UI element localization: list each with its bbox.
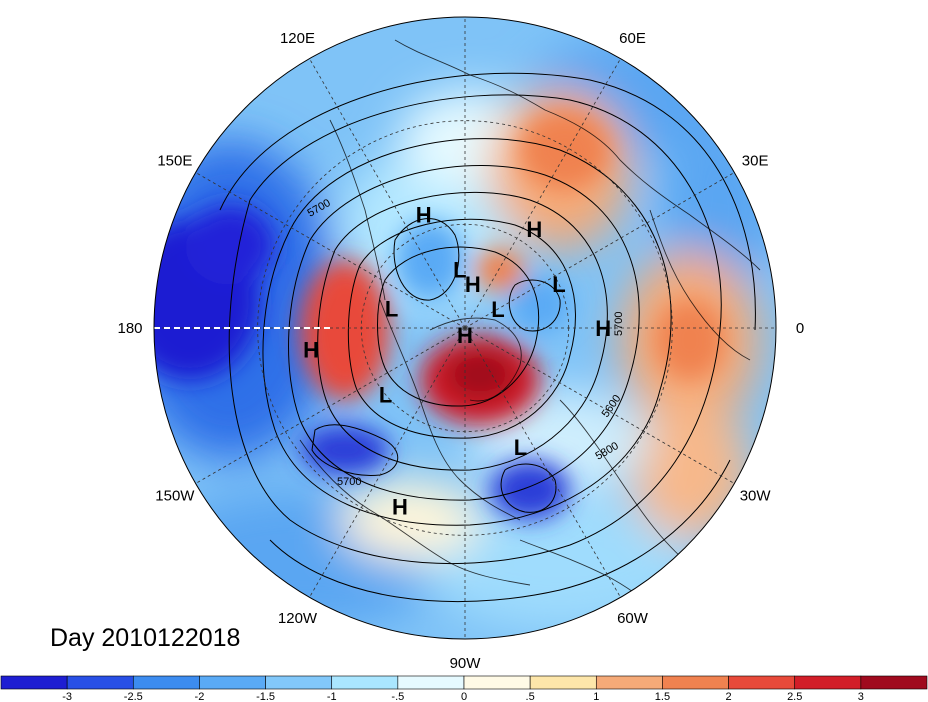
colorbar-swatch (0, 675, 68, 690)
colorbar-tick-label: 0 (461, 691, 467, 702)
high-pressure-label: H (465, 272, 481, 297)
contour-label: 5700 (337, 476, 361, 488)
colorbar-swatch (662, 675, 729, 690)
latitude-circle (360, 223, 570, 433)
low-pressure-label: L (385, 296, 398, 321)
colorbar-swatch (595, 675, 663, 690)
longitude-labels: 90E 60E 30E 0 30W 60W 90W 120W 150W 180 150E 120E (117, 0, 804, 672)
high-pressure-label: H (595, 316, 611, 341)
colorbar-swatch (265, 675, 333, 690)
colorbar-tick-label: -1.5 (256, 691, 275, 702)
anomaly-field (154, 17, 776, 639)
longitude-label: 60W (617, 610, 649, 627)
low-pressure-label: L (514, 435, 527, 460)
colorbar-tick-label: -2 (195, 691, 205, 702)
colorbar (0, 675, 928, 690)
meridian-line (309, 327, 466, 598)
colorbar-swatch (66, 675, 134, 690)
colorbar-tick-label: 1 (593, 691, 599, 702)
colorbar-swatch (331, 675, 399, 690)
longitude-label: 180 (117, 320, 142, 337)
colorbar-tick-labels: -3 -2.5 -2 -1.5 -1 -.5 0 .5 1 1.5 2 2.5 3 (62, 691, 864, 702)
colorbar-tick-label: 2 (726, 691, 732, 702)
colorbar-swatch (728, 675, 796, 690)
colorbar-tick-label: -1 (327, 691, 337, 702)
longitude-label: 120W (278, 610, 318, 627)
colorbar-swatch (463, 675, 531, 690)
meridian-line (464, 327, 735, 484)
latitude-circle (257, 120, 673, 536)
colorbar-swatch (397, 675, 465, 690)
longitude-label: 0 (796, 320, 804, 337)
contour-label: 5700 (613, 312, 625, 336)
low-pressure-label: L (453, 257, 466, 282)
high-pressure-label: H (526, 217, 542, 242)
longitude-label: 120E (280, 30, 315, 47)
colorbar-tick-label: .5 (526, 691, 535, 702)
longitude-label: 90E (452, 0, 479, 2)
colorbar-swatch (199, 675, 266, 690)
meridian-line (195, 172, 466, 329)
meridian-line (464, 327, 621, 598)
high-pressure-label: H (303, 338, 319, 363)
meridian-line (195, 327, 466, 484)
colorbar-tick-label: 1.5 (655, 691, 670, 702)
meridian-line (309, 58, 466, 329)
longitude-label: 30W (740, 488, 772, 505)
colorbar-tick-label: -2.5 (124, 691, 143, 702)
longitude-label: 30E (742, 153, 769, 170)
colorbar-swatch (794, 675, 862, 690)
colorbar-swatch (132, 675, 200, 690)
low-pressure-label: L (491, 297, 504, 322)
colorbar-swatch (860, 675, 928, 690)
longitude-label: 60E (619, 30, 646, 47)
high-pressure-label: H (392, 495, 408, 520)
colorbar-swatch (529, 675, 597, 690)
meridian-line (464, 58, 621, 329)
high-pressure-label: H (416, 202, 432, 227)
map-title: Day 2010122018 (50, 624, 240, 652)
longitude-label: 150W (155, 488, 195, 505)
colorbar-tick-label: 2.5 (787, 691, 802, 702)
map-border (153, 16, 777, 640)
high-pressure-label: H (457, 323, 473, 348)
height-contours (219, 72, 756, 602)
low-pressure-label: L (552, 272, 565, 297)
low-pressure-label: L (379, 383, 392, 408)
longitude-label: 150E (157, 153, 192, 170)
meridian-line (464, 172, 735, 329)
longitude-label: 90W (450, 655, 482, 672)
colorbar-tick-label: -.5 (391, 691, 404, 702)
colorbar-tick-label: -3 (62, 691, 72, 702)
colorbar-tick-label: 3 (858, 691, 864, 702)
